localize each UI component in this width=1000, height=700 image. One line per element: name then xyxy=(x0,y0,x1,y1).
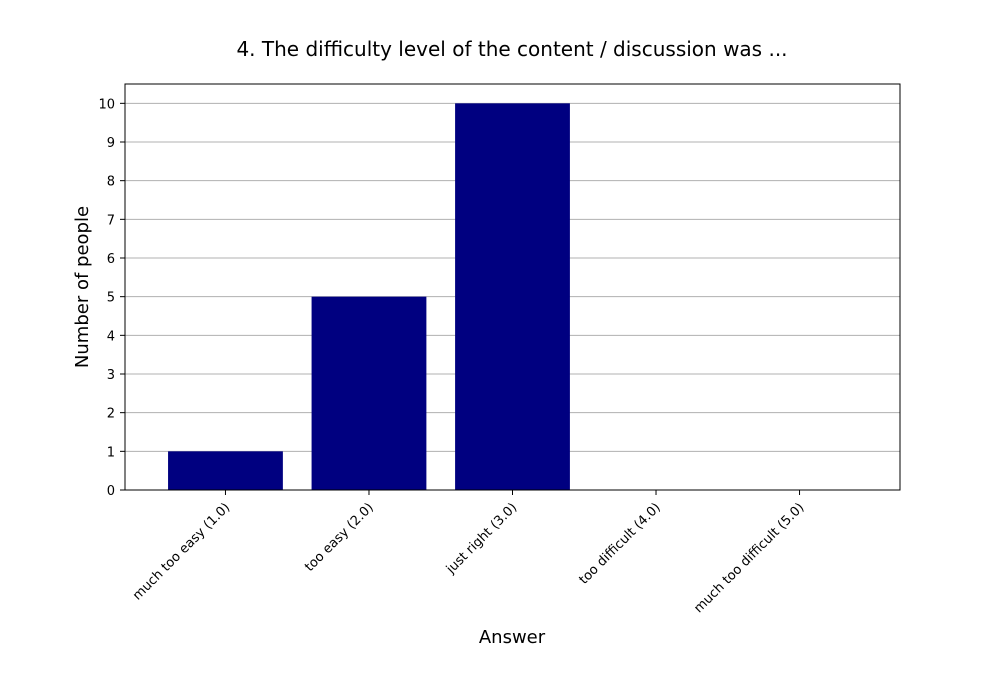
y-tick-label: 5 xyxy=(107,291,115,306)
y-tick-label: 2 xyxy=(107,407,115,422)
y-tick-label: 3 xyxy=(107,368,115,383)
chart-title: 4. The difficulty level of the content /… xyxy=(236,37,787,61)
y-tick-label: 9 xyxy=(107,136,115,151)
y-tick-label: 8 xyxy=(107,175,115,190)
x-tick-label: just right (3.0) xyxy=(443,500,520,577)
y-tick-label: 6 xyxy=(107,252,115,267)
x-axis: much too easy (1.0) too easy (2.0) just ri… xyxy=(130,490,807,616)
x-tick-label: too easy (2.0) xyxy=(302,500,377,575)
y-tick-label: 4 xyxy=(107,329,115,344)
x-tick-label: too difficult (4.0) xyxy=(576,500,663,587)
y-tick-label: 1 xyxy=(107,445,115,460)
x-tick-label: much too easy (1.0) xyxy=(130,500,233,603)
y-tick-label: 0 xyxy=(107,484,115,499)
y-axis-label: Number of people xyxy=(72,206,93,368)
bar xyxy=(455,103,570,490)
y-axis: 0 1 2 3 4 5 6 7 8 9 10 xyxy=(98,97,125,499)
bar xyxy=(311,296,427,490)
x-tick-label: much too difficult (5.0) xyxy=(691,500,807,616)
y-tick-label: 10 xyxy=(98,97,115,112)
y-tick-label: 7 xyxy=(107,213,115,228)
bars xyxy=(168,103,570,490)
x-axis-label: Answer xyxy=(479,627,546,648)
bar xyxy=(168,451,283,490)
